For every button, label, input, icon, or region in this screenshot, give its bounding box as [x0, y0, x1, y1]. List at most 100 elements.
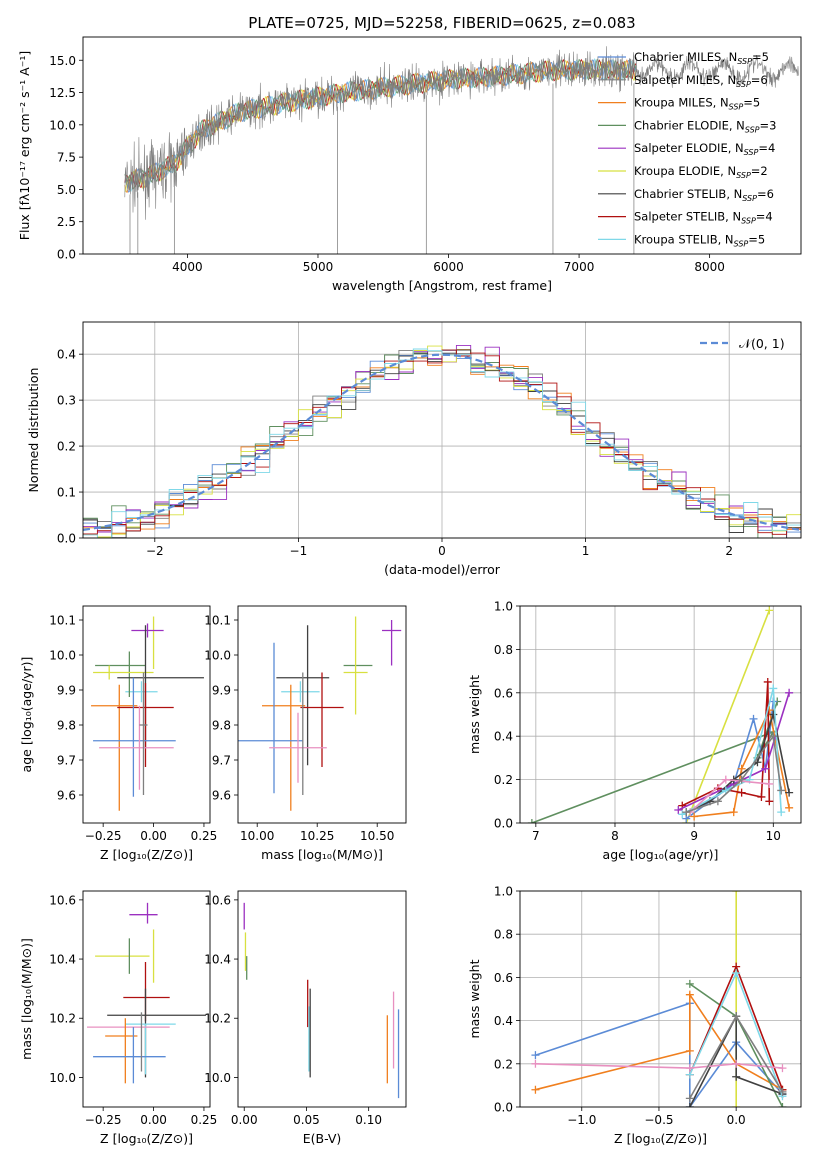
x-tick-label: −1.0 — [567, 1113, 596, 1127]
panel-mass_vs_z: −0.25 0.00 0.25 10.0 10.2 10.4 10.6 Z [log₁₀(Z/… — [19, 890, 218, 1146]
plus-marker — [531, 1051, 540, 1060]
histogram-step — [83, 349, 801, 535]
legend: 𝒩(0, 1) — [700, 336, 785, 351]
weight-line — [535, 1002, 784, 1107]
axes-frame — [82, 36, 802, 255]
y-tick-label: 0.2 — [494, 1057, 513, 1071]
plus-marker — [531, 1085, 540, 1094]
error-bar-point — [107, 988, 206, 1078]
error-bar-point — [93, 1027, 166, 1084]
y-tick-label: 10.0 — [204, 1071, 231, 1085]
x-tick-label: 0 — [438, 544, 446, 558]
y-axis-label: mass weight — [467, 675, 482, 754]
x-tick-label: 7 — [532, 829, 540, 843]
error-bar-point — [95, 651, 146, 697]
plot-area — [238, 616, 402, 811]
y-tick-label: 9.6 — [212, 789, 231, 803]
x-axis-label: Z [log₁₀(Z/Z⊙)] — [614, 1131, 707, 1146]
plus-marker — [761, 764, 770, 773]
y-tick-label: 0.8 — [494, 643, 513, 657]
plus-marker — [757, 792, 766, 801]
plot-area — [124, 46, 799, 254]
gaussian-curve — [83, 353, 801, 531]
error-bar-point — [238, 642, 303, 794]
plus-marker — [737, 788, 746, 797]
plus-marker — [732, 1072, 741, 1081]
error-bar-point — [125, 1023, 176, 1075]
plot-area — [527, 606, 794, 823]
y-tick-label: 1.0 — [494, 885, 513, 899]
x-tick-label: 0.05 — [293, 1113, 320, 1127]
x-tick-label: 7000 — [564, 260, 595, 274]
error-bar-point — [343, 616, 368, 715]
legend-label: Salpeter MILES, NSSP=6 — [634, 73, 768, 89]
plus-marker — [685, 990, 694, 999]
x-tick-label: −0.25 — [85, 1113, 122, 1127]
y-tick-label: 10.0 — [49, 1071, 76, 1085]
y-tick-label: 15.0 — [49, 54, 76, 68]
y-tick-label: 10.4 — [49, 953, 76, 967]
y-tick-label: 10.1 — [204, 614, 231, 628]
x-tick-label: 4000 — [172, 260, 203, 274]
error-bar-point — [125, 681, 158, 703]
x-axis-label: wavelength [Angstrom, rest frame] — [332, 278, 552, 293]
y-tick-label: 12.5 — [49, 86, 76, 100]
plus-marker — [785, 688, 794, 697]
error-bar-point — [281, 681, 320, 703]
x-tick-label: 10.50 — [360, 829, 394, 843]
plus-marker — [685, 979, 694, 988]
error-bar-point — [117, 625, 204, 748]
x-axis-label: (data-model)/error — [384, 562, 501, 577]
y-tick-label: 0.2 — [57, 440, 76, 454]
plus-marker — [785, 803, 794, 812]
error-bar-point — [99, 705, 174, 790]
x-tick-label: 9 — [690, 829, 698, 843]
y-tick-label: 9.7 — [57, 754, 76, 768]
x-tick-label: −1 — [290, 544, 308, 558]
x-tick-label: 2 — [725, 544, 733, 558]
y-axis-label: age [log₁₀(age/yr)] — [19, 657, 34, 773]
error-bar-point — [93, 677, 176, 797]
data-spectrum — [124, 46, 799, 220]
panel-age_vs_mass: 10.00 10.25 10.50 9.6 9.7 9.8 9.9 10.0 10.1 mass … — [204, 605, 407, 862]
weight-line — [689, 1015, 783, 1107]
plus-marker — [674, 805, 683, 814]
plus-marker — [765, 797, 774, 806]
plus-marker — [732, 1012, 741, 1021]
x-tick-label: −2 — [146, 544, 164, 558]
error-bar-point — [300, 672, 344, 767]
y-tick-label: 0.0 — [494, 1101, 513, 1115]
x-tick-label: 0.25 — [191, 1113, 218, 1127]
plus-marker — [777, 808, 786, 817]
y-tick-label: 0.3 — [57, 394, 76, 408]
y-tick-label: 10.2 — [49, 1012, 76, 1026]
error-bar-point — [105, 1018, 138, 1084]
legend-label: Chabrier MILES, NSSP=5 — [634, 50, 769, 66]
y-tick-label: 0.6 — [494, 686, 513, 700]
weight-line — [531, 701, 779, 823]
plus-marker — [685, 1046, 694, 1055]
y-axis-label: mass [log₁₀(M/M⊙)] — [19, 938, 34, 1060]
y-tick-label: 9.9 — [57, 684, 76, 698]
x-tick-label: 10.25 — [300, 829, 334, 843]
plus-marker — [721, 775, 730, 784]
axes-frame — [82, 890, 211, 1108]
y-tick-label: 0.2 — [494, 773, 513, 787]
plus-marker — [685, 1064, 694, 1073]
y-tick-label: 0.0 — [57, 532, 76, 546]
plus-marker — [685, 1103, 694, 1107]
y-tick-label: 1.0 — [494, 600, 513, 614]
y-tick-label: 10.0 — [49, 649, 76, 663]
y-tick-label: 0.0 — [57, 248, 76, 262]
plot-area — [87, 902, 206, 1084]
plus-marker — [778, 1103, 787, 1107]
panel-residuals: −2 −1 0 1 2 0.0 0.1 0.2 0.3 0.4 (data-model)/error… — [26, 321, 802, 577]
plus-marker — [713, 797, 722, 806]
y-tick-label: 0.4 — [494, 1014, 513, 1028]
x-tick-label: 0.00 — [140, 829, 167, 843]
x-tick-label: −0.25 — [85, 829, 122, 843]
panel-weight_vs_age: 7 8 9 10 0.0 0.2 0.4 0.6 0.8 1.0 age [log₁₀(age/yr… — [467, 600, 802, 862]
plus-marker — [682, 808, 691, 817]
axes-frame — [82, 605, 211, 824]
y-tick-label: 9.6 — [57, 789, 76, 803]
